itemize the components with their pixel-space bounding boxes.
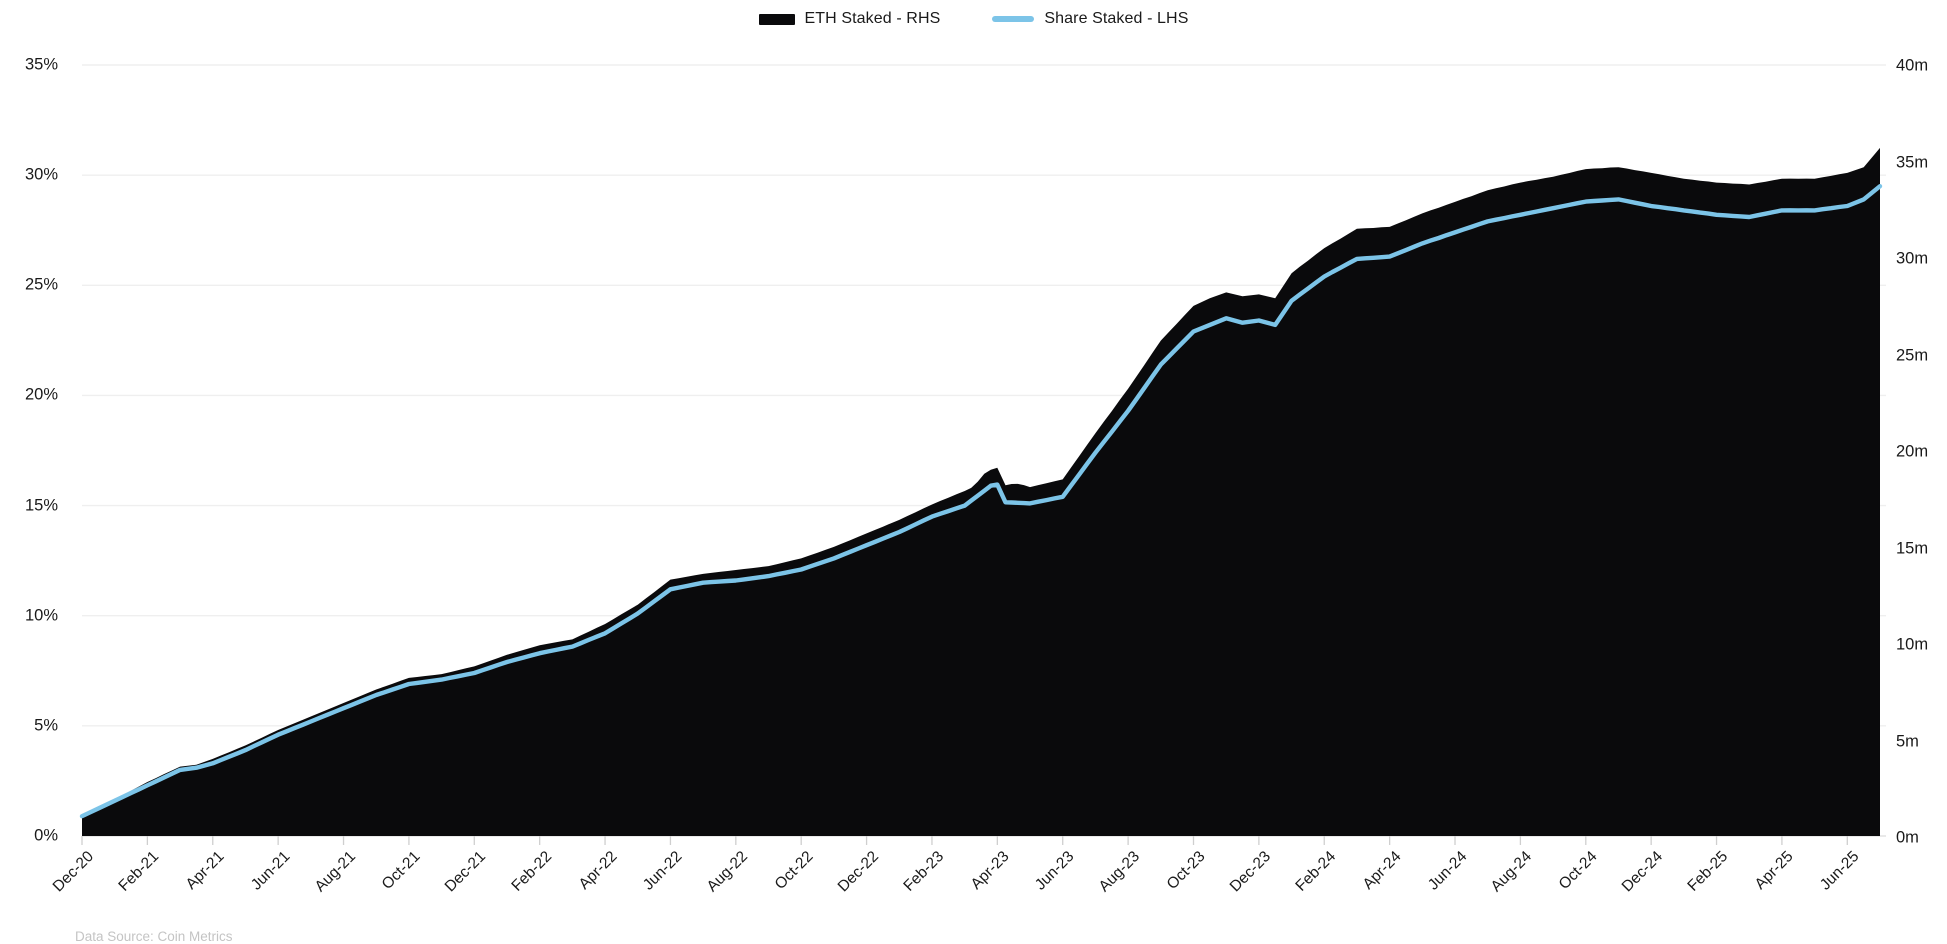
left-axis-tick-label: 20% xyxy=(0,386,58,405)
right-axis-tick-label: 10m xyxy=(1896,636,1928,655)
left-axis-tick-label: 35% xyxy=(0,56,58,75)
right-axis-tick-label: 0m xyxy=(1896,829,1919,848)
right-axis-tick-label: 5m xyxy=(1896,732,1919,751)
right-axis-tick-label: 40m xyxy=(1896,57,1928,76)
left-axis-tick-label: 15% xyxy=(0,496,58,515)
left-axis-tick-label: 30% xyxy=(0,166,58,185)
source-footnote: Data Source: Coin Metrics xyxy=(75,929,233,944)
right-axis-tick-label: 30m xyxy=(1896,250,1928,269)
right-axis-tick-label: 25m xyxy=(1896,346,1928,365)
left-axis-tick-label: 5% xyxy=(0,716,58,735)
right-axis-tick-label: 20m xyxy=(1896,443,1928,462)
left-axis-tick-label: 10% xyxy=(0,606,58,625)
left-axis-tick-label: 0% xyxy=(0,827,58,846)
left-axis-tick-label: 25% xyxy=(0,276,58,295)
right-axis-tick-label: 35m xyxy=(1896,153,1928,172)
right-axis-tick-label: 15m xyxy=(1896,539,1928,558)
